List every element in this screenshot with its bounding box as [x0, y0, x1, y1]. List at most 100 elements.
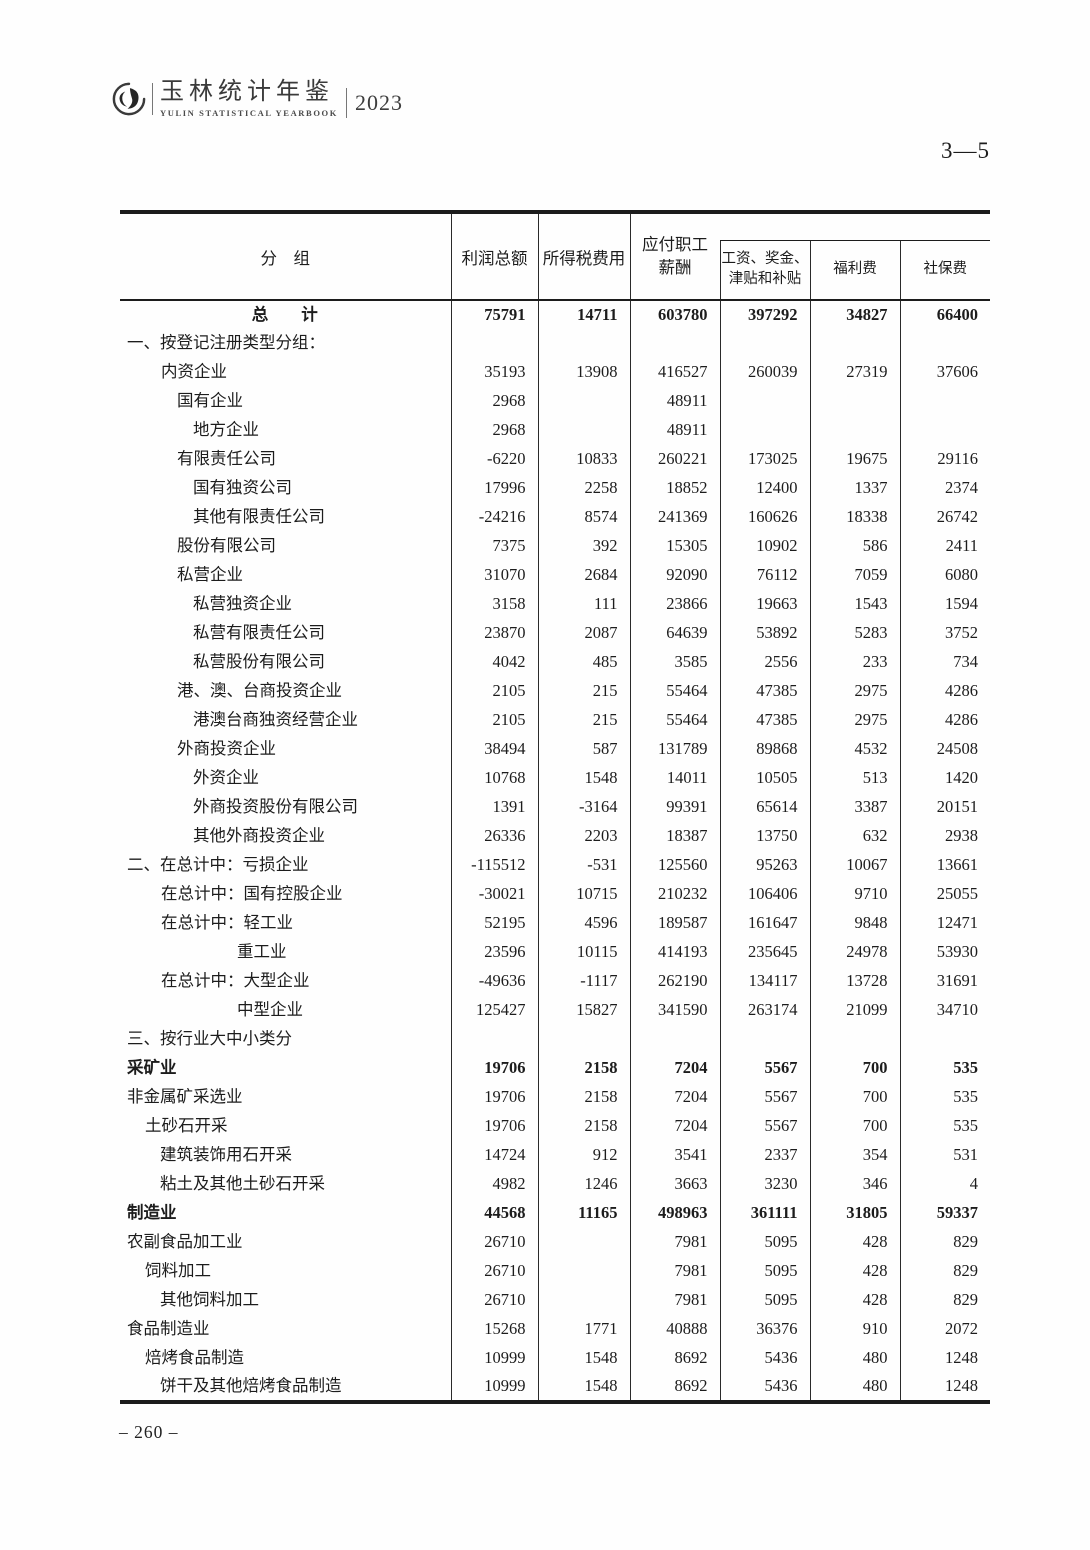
cell-payroll-payable: 18387 [629, 822, 720, 851]
cell-wages-bonus: 160626 [719, 503, 810, 532]
row-label: 国有独资公司 [193, 478, 292, 498]
cell-wages-bonus: 173025 [719, 445, 810, 474]
cell-profit-total: 23596 [450, 938, 538, 967]
cell-welfare [809, 329, 900, 358]
table-row: 港澳台商独资经营企业 2105 215 55464 47385 2975 428… [120, 706, 991, 735]
cell-income-tax: 392 [537, 532, 630, 561]
cell-profit-total: 4982 [450, 1170, 538, 1199]
cell-wages-bonus [719, 1025, 810, 1054]
cell-welfare: 34827 [809, 300, 900, 329]
cell-income-tax: 1548 [537, 1373, 630, 1402]
cell-income-tax [537, 329, 630, 358]
table-row: 国有独资公司 17996 2258 18852 12400 1337 2374 [120, 474, 991, 503]
cell-welfare: 18338 [809, 503, 900, 532]
table-row: 二、在总计中：亏损企业 -115512 -531 125560 95263 10… [120, 851, 991, 880]
year-divider [345, 88, 347, 118]
cell-income-tax: 111 [537, 590, 630, 619]
yearbook-subtitle: YULIN STATISTICAL YEARBOOK [160, 107, 338, 118]
cell-wages-bonus: 3230 [719, 1170, 810, 1199]
row-label: 粘土及其他土砂石开采 [160, 1174, 325, 1194]
cell-wages-bonus: 5095 [719, 1286, 810, 1315]
cell-profit-total: 10999 [450, 1373, 538, 1402]
row-label: 外商投资企业 [177, 739, 276, 759]
table-row: 在总计中：国有控股企业 -30021 10715 210232 106406 9… [120, 880, 991, 909]
cell-income-tax: -3164 [537, 793, 630, 822]
cell-payroll-payable [629, 329, 720, 358]
cell-income-tax: 1548 [537, 1344, 630, 1373]
cell-welfare: 4532 [809, 735, 900, 764]
cell-welfare: 586 [809, 532, 900, 561]
cell-social-security: 59337 [899, 1199, 991, 1228]
cell-payroll-payable: 414193 [629, 938, 720, 967]
cell-profit-total: 125427 [450, 996, 538, 1025]
cell-welfare: 1337 [809, 474, 900, 503]
cell-payroll-payable: 55464 [629, 706, 720, 735]
cell-payroll-payable: 7204 [629, 1054, 720, 1083]
cell-income-tax: 1771 [537, 1315, 630, 1344]
cell-welfare: 480 [809, 1344, 900, 1373]
cell-social-security: 2938 [899, 822, 991, 851]
row-label: 制造业 [127, 1203, 177, 1223]
cell-social-security: 829 [899, 1257, 991, 1286]
cell-wages-bonus: 19663 [719, 590, 810, 619]
table-row: 饲料加工 26710 7981 5095 428 829 [120, 1257, 991, 1286]
cell-profit-total: 26710 [450, 1228, 538, 1257]
row-label: 港澳台商独资经营企业 [193, 710, 358, 730]
col-header-welfare: 福利费 [809, 240, 900, 301]
cell-wages-bonus [719, 387, 810, 416]
yearbook-year: 2023 [354, 90, 403, 115]
cell-wages-bonus: 397292 [719, 300, 810, 329]
cell-welfare: 24978 [809, 938, 900, 967]
cell-payroll-payable: 416527 [629, 358, 720, 387]
cell-wages-bonus: 65614 [719, 793, 810, 822]
cell-payroll-payable: 48911 [629, 387, 720, 416]
table-row: 三、按行业大中小类分 [120, 1025, 991, 1054]
yearbook-title: 玉林统计年鉴 [160, 79, 334, 106]
cell-social-security [899, 387, 991, 416]
cell-income-tax: 11165 [537, 1199, 630, 1228]
table-row: 股份有限公司 7375 392 15305 10902 586 2411 [120, 532, 991, 561]
table-row: 一、按登记注册类型分组： [120, 329, 991, 358]
cell-payroll-payable: 3663 [629, 1170, 720, 1199]
cell-profit-total: 26710 [450, 1286, 538, 1315]
cell-profit-total: 38494 [450, 735, 538, 764]
cell-income-tax: 2158 [537, 1054, 630, 1083]
row-label: 建筑装饰用石开采 [160, 1145, 292, 1165]
table-row: 地方企业 2968 48911 [120, 416, 991, 445]
table-row: 有限责任公司 -6220 10833 260221 173025 19675 2… [120, 445, 991, 474]
table-row: 中型企业 125427 15827 341590 263174 21099 34… [120, 996, 991, 1025]
cell-social-security: 66400 [899, 300, 991, 329]
col-header-group: 分 组 [120, 212, 451, 301]
cell-profit-total: 19706 [450, 1112, 538, 1141]
cell-social-security: 535 [899, 1112, 991, 1141]
cell-wages-bonus [719, 416, 810, 445]
row-label: 土砂石开采 [145, 1116, 228, 1136]
cell-income-tax: 1548 [537, 764, 630, 793]
cell-social-security: 37606 [899, 358, 991, 387]
cell-profit-total: 52195 [450, 909, 538, 938]
cell-income-tax: -1117 [537, 967, 630, 996]
col-header-payable: 应付职工 薪酬 [629, 212, 720, 301]
table-row: 饼干及其他焙烤食品制造 10999 1548 8692 5436 480 124… [120, 1373, 991, 1402]
cell-profit-total: -24216 [450, 503, 538, 532]
cell-welfare: 3387 [809, 793, 900, 822]
cell-payroll-payable: 498963 [629, 1199, 720, 1228]
cell-payroll-payable: 14011 [629, 764, 720, 793]
cell-social-security: 1248 [899, 1344, 991, 1373]
cell-wages-bonus: 2556 [719, 648, 810, 677]
cell-wages-bonus: 5567 [719, 1112, 810, 1141]
col-header-profit: 利润总额 [450, 212, 538, 301]
cell-wages-bonus: 36376 [719, 1315, 810, 1344]
cell-social-security: 4 [899, 1170, 991, 1199]
cell-wages-bonus: 53892 [719, 619, 810, 648]
cell-social-security: 29116 [899, 445, 991, 474]
cell-social-security: 26742 [899, 503, 991, 532]
cell-social-security: 6080 [899, 561, 991, 590]
cell-welfare: 10067 [809, 851, 900, 880]
cell-wages-bonus: 263174 [719, 996, 810, 1025]
cell-profit-total: -115512 [450, 851, 538, 880]
cell-income-tax: 10833 [537, 445, 630, 474]
cell-income-tax [537, 1025, 630, 1054]
cell-wages-bonus: 13750 [719, 822, 810, 851]
cell-wages-bonus [719, 329, 810, 358]
